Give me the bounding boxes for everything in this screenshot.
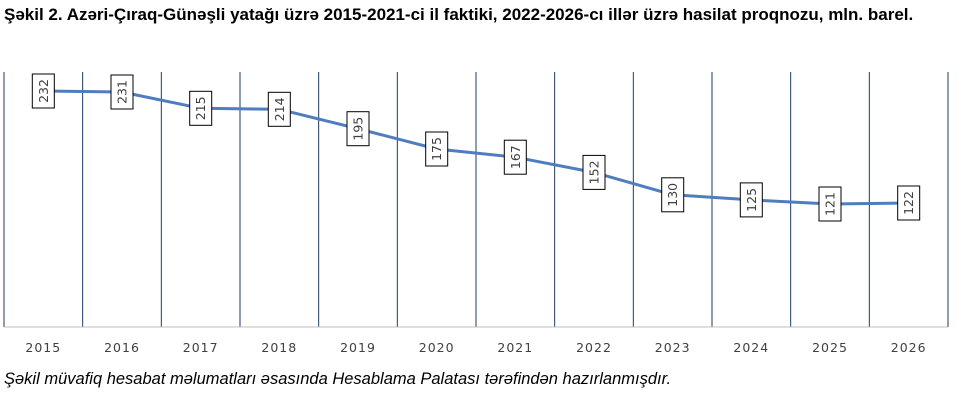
data-label: 215 [189,90,213,126]
data-label-text: 232 [36,79,51,103]
data-label-text: 167 [508,145,523,169]
data-label-box [582,154,606,190]
chart-title: Şəkil 2. Azəri-Çıraq-Günəşli yatağı üzrə… [4,5,914,24]
data-label-box [503,139,527,175]
data-label-text: 175 [429,137,444,161]
data-label: 125 [739,182,763,218]
x-tick-label: 2023 [655,340,691,355]
data-label-text: 130 [665,183,680,207]
data-labels: 232 231 215 214 195 175 167 152 130 125 121 122 [31,73,921,222]
data-label-text: 215 [193,96,208,120]
x-tick-label: 2026 [891,340,927,355]
source-note: Şəkil müvafiq hesabat məlumatları əsasın… [4,370,672,388]
data-label-text: 125 [744,188,759,212]
x-tick-label: 2024 [733,340,769,355]
data-label-box [346,111,370,147]
data-series [41,89,911,206]
data-label: 167 [503,139,527,175]
data-label-box [897,185,921,221]
data-label: 121 [818,186,842,222]
data-label-box [661,177,685,213]
data-label-box [110,74,134,110]
x-tick-label: 2018 [261,340,297,355]
x-tick-label: 2020 [419,340,455,355]
x-tick-label: 2019 [340,340,376,355]
data-label: 214 [267,91,291,127]
gridlines [3,72,949,327]
data-label: 152 [582,154,606,190]
data-label-box [818,186,842,222]
data-label-box [425,131,449,167]
data-label-box [267,91,291,127]
data-label: 122 [897,185,921,221]
data-label-text: 214 [272,97,287,121]
x-tick-labels: 2015 2016 2017 2018 2019 2020 2021 2022 2023 2024… [25,340,927,355]
data-label-text: 152 [587,160,602,184]
x-tick-label: 2016 [104,340,140,355]
data-label-text: 231 [115,80,130,104]
data-label: 130 [661,177,685,213]
data-label-box [189,90,213,126]
x-tick-label: 2017 [183,340,219,355]
data-label: 175 [425,131,449,167]
x-tick-label: 2015 [25,340,61,355]
data-label-box [31,73,55,109]
x-tick-label: 2025 [812,340,848,355]
data-label-box [739,182,763,218]
series-line [41,89,911,206]
data-label-text: 122 [901,191,916,215]
data-label: 232 [31,73,55,109]
data-label-text: 195 [351,117,366,141]
x-tick-label: 2022 [576,340,612,355]
x-tick-label: 2021 [497,340,533,355]
data-label: 231 [110,74,134,110]
data-label: 195 [346,111,370,147]
data-label-text: 121 [823,192,838,216]
